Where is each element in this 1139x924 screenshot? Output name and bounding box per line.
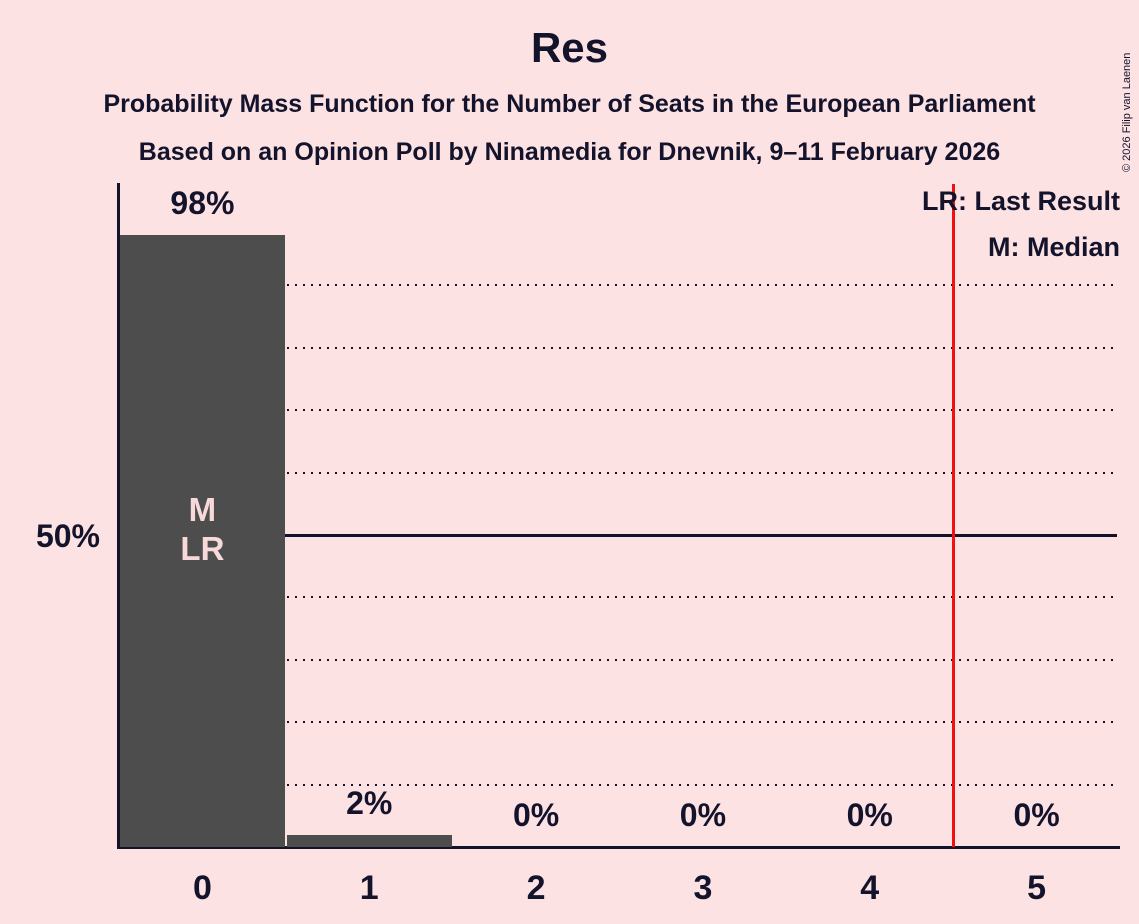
gridline-80pct bbox=[119, 346, 1117, 349]
gridline-70pct bbox=[119, 409, 1117, 412]
chart-title: Res bbox=[530, 24, 609, 71]
gridline-50pct-solid bbox=[119, 534, 1117, 537]
y-axis-tick-label: 50% bbox=[35, 518, 100, 554]
median-last-result-annotation: M LR bbox=[180, 491, 225, 567]
x-tick-label: 0 bbox=[192, 869, 212, 907]
bar-value-label: 98% bbox=[170, 185, 235, 222]
x-tick-label: 1 bbox=[359, 869, 379, 907]
bar-value-label: 2% bbox=[346, 784, 393, 821]
y-axis-line bbox=[117, 183, 120, 848]
legend-median: M: Median bbox=[988, 232, 1120, 262]
chart-subtitle-line1: Probability Mass Function for the Number… bbox=[103, 90, 1036, 118]
gridline-20pct bbox=[119, 721, 1117, 724]
gridline-10pct bbox=[119, 783, 1117, 786]
bar-seats-0 bbox=[120, 235, 285, 847]
x-tick-label: 3 bbox=[693, 869, 713, 907]
bar-seats-1 bbox=[286, 834, 452, 847]
legend-last-result: LR: Last Result bbox=[921, 186, 1120, 216]
bar-value-label: 0% bbox=[1013, 797, 1060, 833]
gridline-60pct bbox=[119, 471, 1117, 474]
x-tick-label: 4 bbox=[860, 869, 880, 907]
gridline-90pct bbox=[119, 284, 1117, 287]
bar-value-label: 0% bbox=[846, 797, 893, 833]
gridline-40pct bbox=[119, 596, 1117, 599]
chart-subtitle-line2: Based on an Opinion Poll by Ninamedia fo… bbox=[138, 138, 1001, 166]
bar-value-label: 0% bbox=[512, 797, 560, 833]
legend: LR: Last Result M: Median bbox=[922, 187, 1120, 261]
x-tick-label: 2 bbox=[526, 869, 546, 907]
last-result-marker-line bbox=[951, 184, 955, 847]
gridline-30pct bbox=[119, 658, 1117, 661]
bar-value-label: 0% bbox=[679, 797, 727, 833]
x-axis-line bbox=[117, 846, 1120, 849]
x-tick-label: 5 bbox=[1027, 869, 1047, 907]
copyright-notice: © 2026 Filip van Laenen bbox=[1121, 52, 1133, 172]
